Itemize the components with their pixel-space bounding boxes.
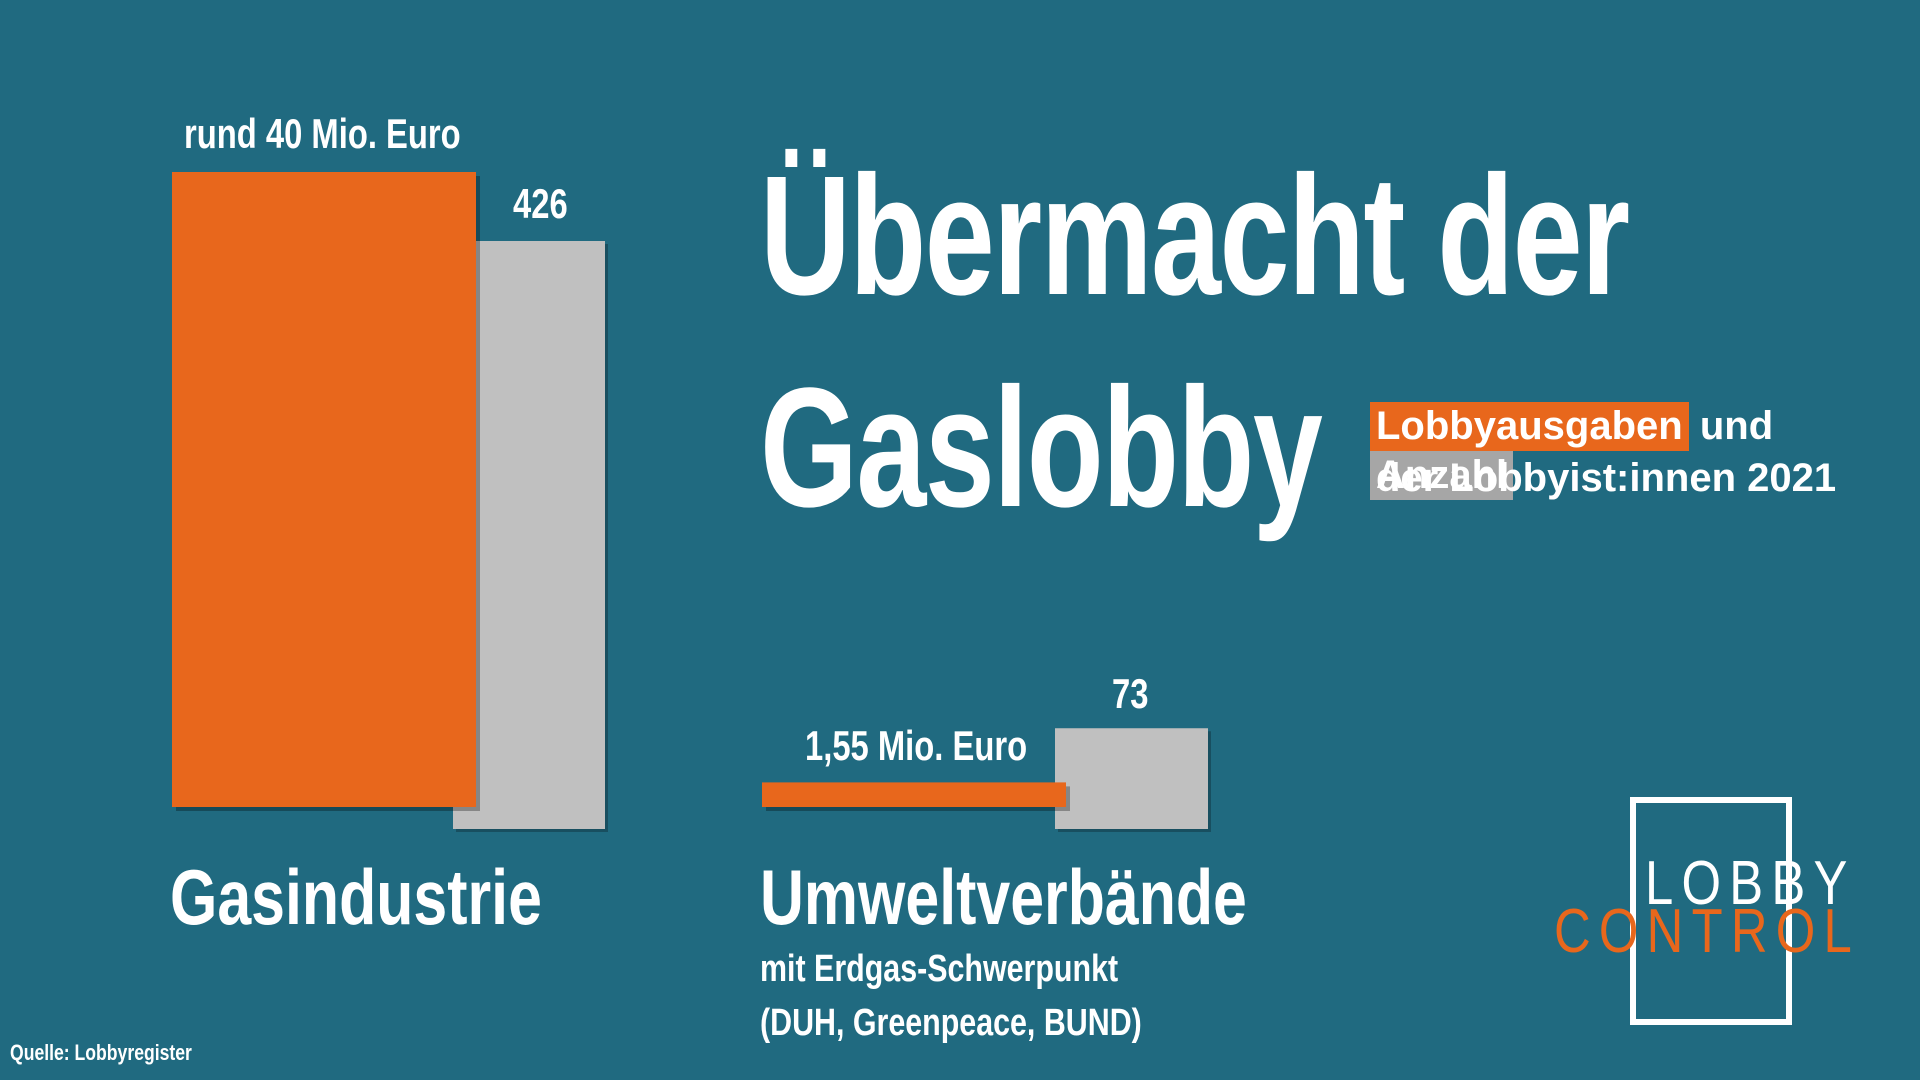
chart-subtitle-line2: der Lobbyist:innen 2021 (1376, 456, 1837, 500)
bar-count-gas (453, 241, 605, 829)
bar-count-env (1055, 728, 1208, 829)
value-label-env-count: 73 (1112, 670, 1149, 717)
logo-frame (1630, 797, 1792, 1025)
value-label-gas-count: 426 (513, 180, 568, 227)
group-sub-env: mit Erdgas-Schwerpunkt (DUH, Greenpeace,… (760, 948, 1142, 1044)
legend-spending: Lobbyausgaben (1370, 402, 1689, 451)
source-note: Quelle: Lobbyregister (10, 1040, 192, 1065)
bar-spending-env (762, 782, 1066, 807)
logo-text-lobby: LOBBY (1645, 849, 1856, 918)
value-label-gas-spending: rund 40 Mio. Euro (184, 110, 461, 157)
legend-and: und (1699, 404, 1774, 448)
group-label-gas: Gasindustrie (170, 853, 542, 941)
value-label-env-spending: 1,55 Mio. Euro (805, 722, 1028, 769)
chart-title: Übermacht der Gaslobby (760, 141, 1630, 543)
chart-subtitle: Lobbyausgaben und Anzahl (1370, 402, 1920, 500)
logo-text-control: CONTROL (1554, 897, 1860, 966)
group-label-env: Umweltverbände (760, 853, 1247, 941)
legend-count: Anzahl (1370, 451, 1514, 500)
bar-spending-gas (172, 172, 476, 807)
